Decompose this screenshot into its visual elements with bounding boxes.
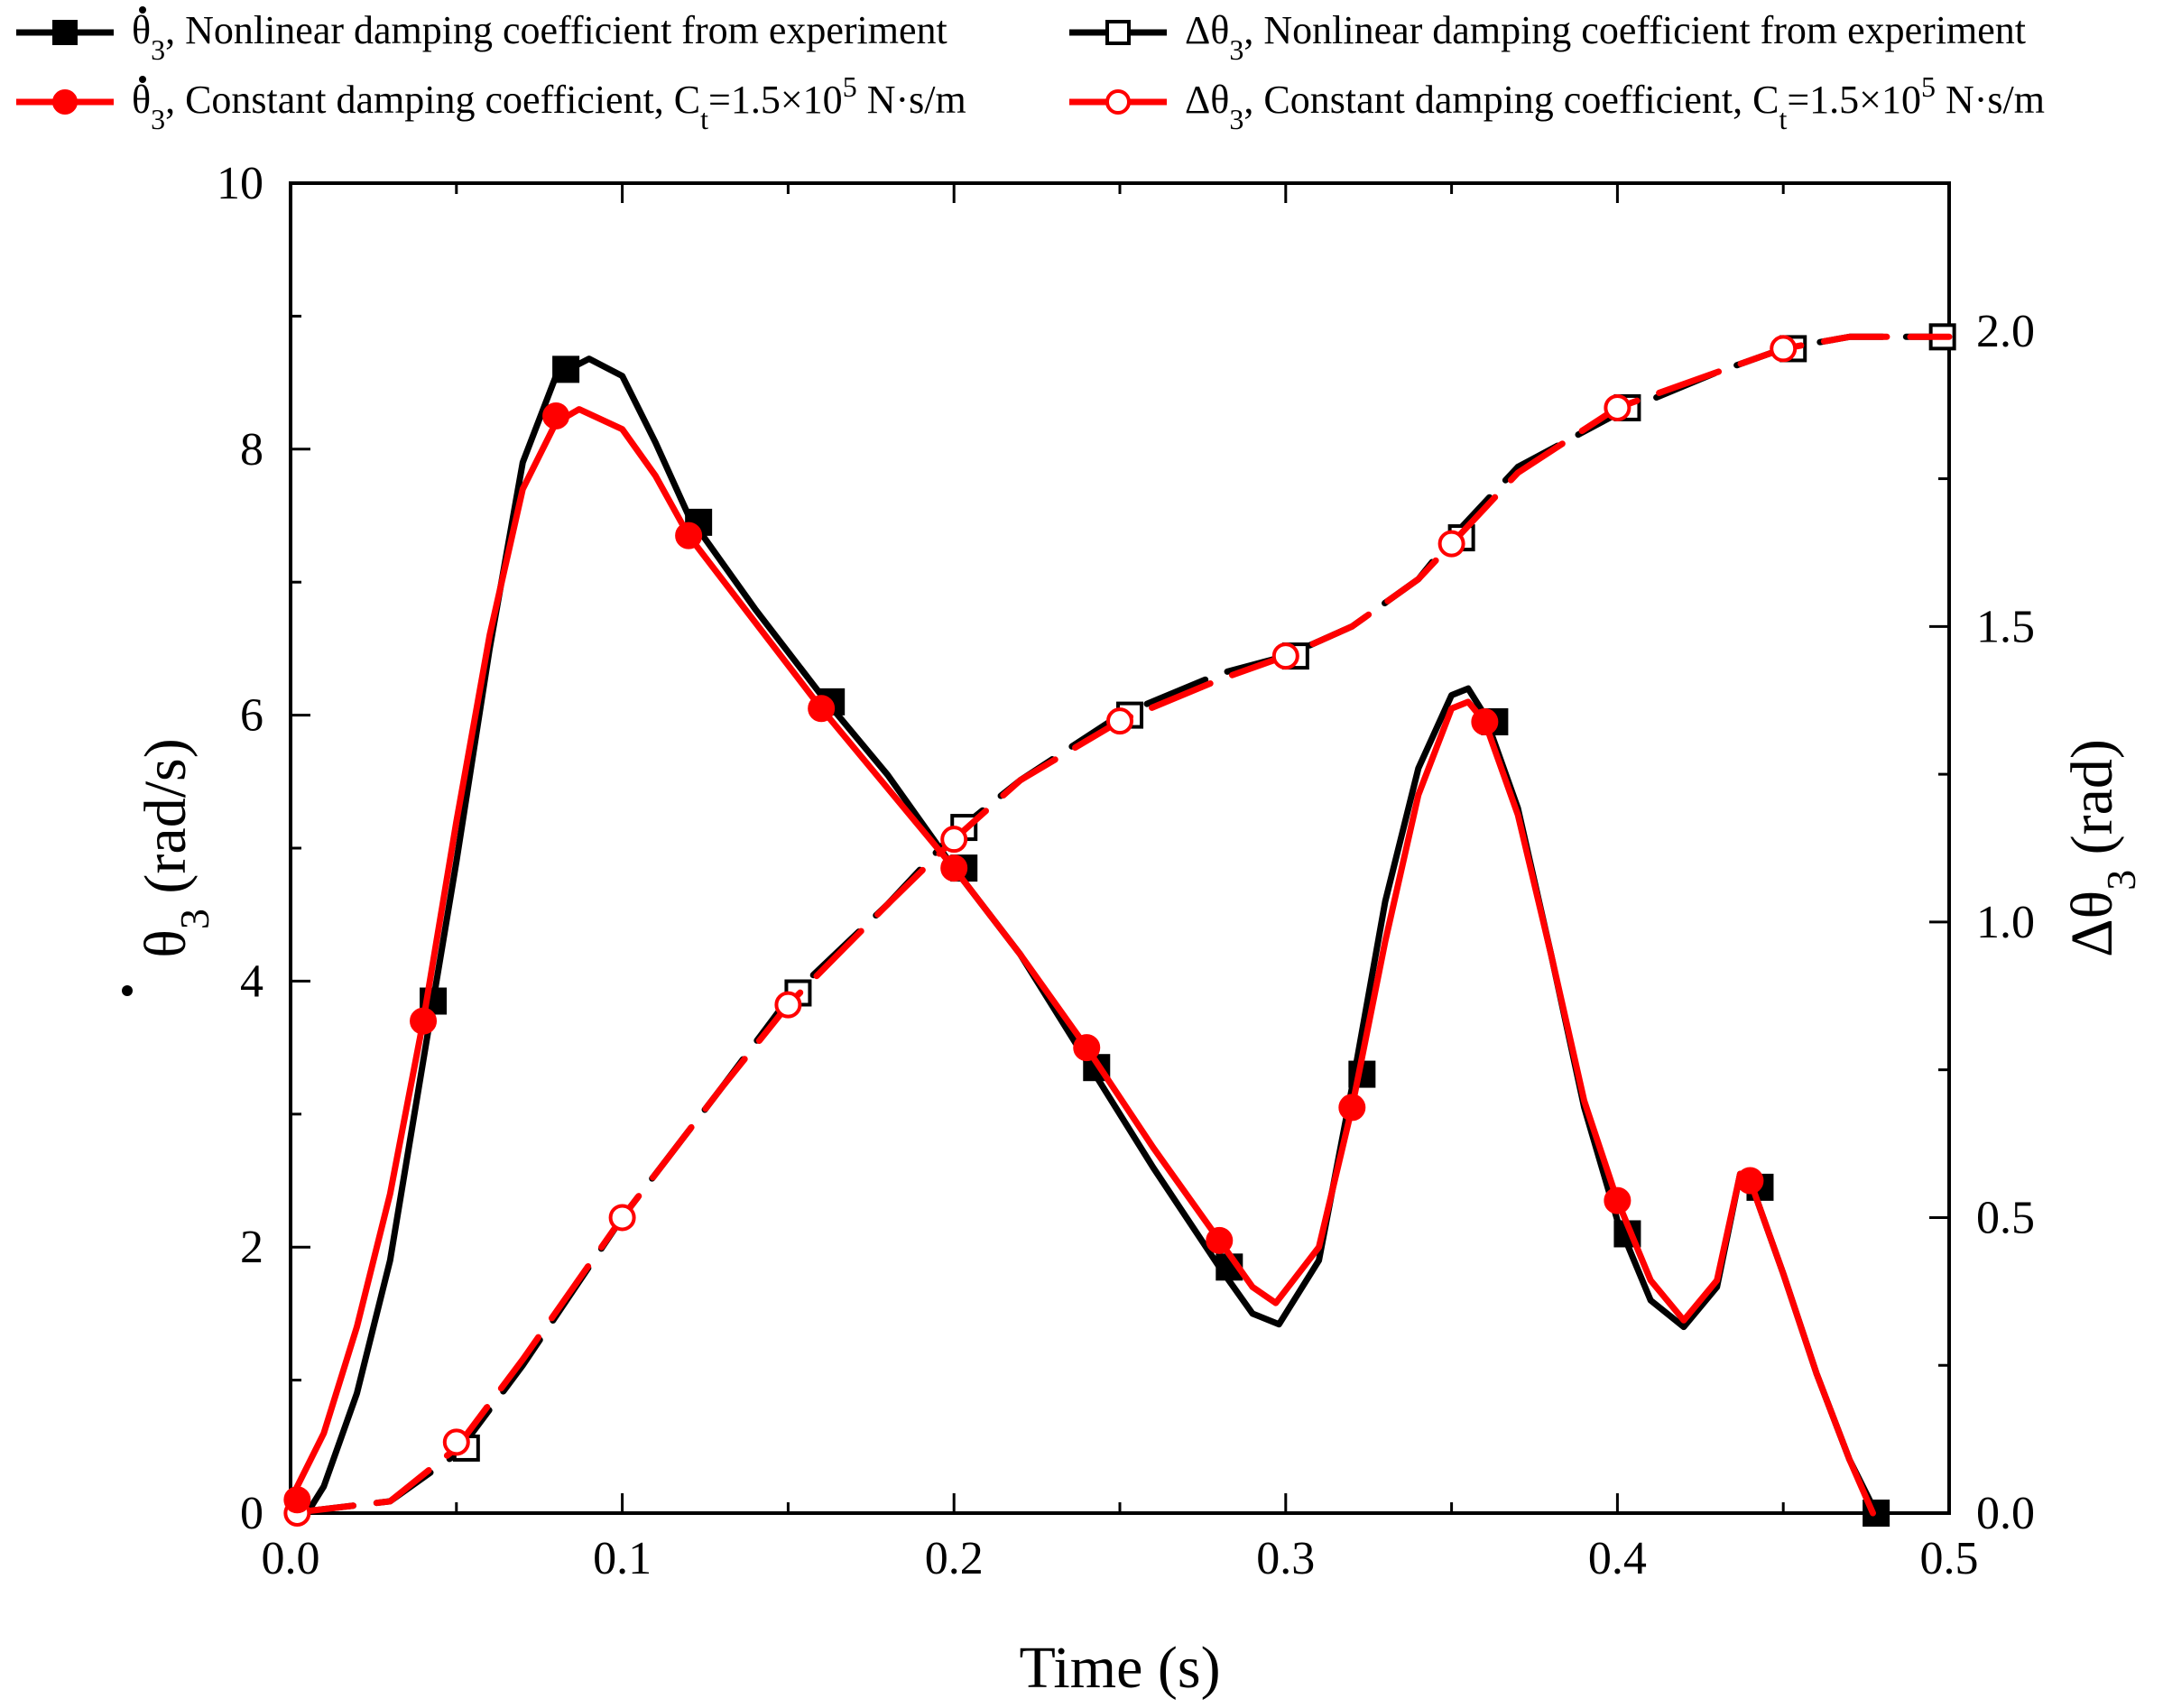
x-tick-label: 0.2: [925, 1533, 984, 1584]
legend-dot: [139, 6, 146, 14]
data-point-ang_const: [442, 1428, 470, 1456]
y-left-tick-label: 10: [217, 158, 263, 209]
legend-symbol: θ: [132, 8, 151, 52]
legend-label: θ3, Constant damping coefficient, Ct=1.5…: [132, 70, 966, 135]
data-point-ang_const: [608, 1204, 636, 1232]
data-point-ang_const: [1271, 642, 1299, 670]
x-tick-label: 0.0: [262, 1533, 320, 1584]
y-right-tick-label: 1.5: [1976, 601, 2035, 652]
legend-c-sub: t: [700, 103, 708, 135]
y-left-tick-label: 6: [240, 690, 263, 742]
y-right-title-unit: (rad): [2059, 739, 2125, 870]
data-point-vel_const: [1073, 1034, 1101, 1062]
data-point-ang_const: [774, 991, 802, 1019]
y-right-tick-label: 2.0: [1976, 306, 2035, 357]
y-right-tick-label: 1.0: [1976, 897, 2035, 948]
data-point-ang_const: [1770, 335, 1798, 363]
legend-eq: =1.5×10: [708, 78, 843, 122]
series-line-vel_exp: [287, 355, 1880, 1517]
legend-symbol: θ: [132, 78, 151, 122]
legend-sub: 3: [151, 103, 165, 135]
data-point-ang_const: [1437, 530, 1465, 558]
data-point-vel_const: [410, 1007, 438, 1035]
y-left-title-unit: (rad/s): [133, 738, 199, 909]
data-point-vel_exp: [1863, 1500, 1890, 1527]
x-tick-label: 0.5: [1920, 1533, 1979, 1584]
legend-eq: =1.5×10: [1787, 78, 1921, 122]
y-right-title-text: Δθ3 (rad): [2059, 739, 2144, 957]
legend-sub: 3: [1229, 103, 1243, 135]
legend-text: , Constant damping coefficient, C: [165, 78, 700, 122]
legend-unit: N·s/m: [857, 78, 966, 122]
data-point-vel_const: [542, 402, 570, 429]
data-point-vel_const: [1471, 707, 1499, 735]
legend-unit: N·s/m: [1936, 78, 2045, 122]
y-left-title-text: θ3 (rad/s): [133, 738, 217, 957]
y-right-title-symbol: Δθ: [2059, 891, 2125, 957]
y-left-title-symbol: θ: [133, 929, 199, 958]
legend-marker: [1105, 20, 1131, 45]
y-right-tick-label: 0.5: [1976, 1192, 2035, 1243]
legend-marker: [52, 89, 78, 115]
y-right-title-sub: 3: [2098, 870, 2144, 891]
y-left-tick-label: 2: [240, 1222, 263, 1273]
y-right-axis-title: Δθ3 (rad): [2059, 739, 2144, 957]
legend-sub: 3: [151, 33, 165, 66]
data-point-ang_const: [1106, 707, 1133, 735]
series-ang_const: [283, 333, 1953, 1527]
x-tick-label: 0.1: [593, 1533, 652, 1584]
legend-text: , Constant damping coefficient, C: [1243, 78, 1779, 122]
data-point-vel_const: [1206, 1226, 1234, 1254]
y-left-tick-label: 4: [240, 956, 263, 1007]
legend-label: Δθ3, Constant damping coefficient, Ct=1.…: [1185, 70, 2045, 135]
plot-area: 0.0 0.1 0.2 0.3 0.4 0.502468100.00.51.01.52.0…: [122, 158, 2144, 1701]
legend-label: θ3, Nonlinear damping coefficient from e…: [132, 8, 947, 66]
legend-entry: Δθ3, Nonlinear damping coefficient from …: [1069, 8, 2026, 66]
legend-entry: Δθ3, Constant damping coefficient, Ct=1.…: [1069, 70, 2045, 135]
data-point-ang_const: [1604, 393, 1631, 421]
data-point-vel_const: [1604, 1186, 1631, 1214]
data-point-vel_const: [808, 695, 836, 723]
legend-sub: 3: [1229, 33, 1243, 66]
legend-dot: [139, 76, 146, 83]
y-right-tick-label: 0.0: [1976, 1488, 2035, 1539]
y-left-title-sub: 3: [171, 909, 217, 929]
x-tick-label: 0.4: [1588, 1533, 1647, 1584]
y-left-tick-label: 0: [240, 1488, 263, 1539]
x-axis-title: Time (s): [1019, 1635, 1220, 1701]
data-point-ang_const: [940, 826, 968, 854]
y-left-title-dot: [122, 985, 133, 996]
legend-exp: 5: [843, 70, 857, 103]
legend-entry: θ3, Constant damping coefficient, Ct=1.5…: [16, 70, 966, 135]
series-vel_const: [283, 402, 1876, 1517]
legend-entry: θ3, Nonlinear damping coefficient from e…: [16, 6, 947, 66]
y-left-tick-label: 8: [240, 424, 263, 475]
legend-marker: [1105, 89, 1131, 115]
legend-text: , Nonlinear damping coefficient from exp…: [165, 8, 947, 52]
data-point-vel_const: [1338, 1094, 1366, 1122]
series-line-ang_const: [287, 333, 1953, 1517]
legend-exp: 5: [1921, 70, 1936, 103]
x-tick-label: 0.3: [1256, 1533, 1315, 1584]
legend-c-sub: t: [1779, 103, 1787, 135]
legend-symbol: Δθ: [1185, 78, 1229, 122]
y-left-axis-title: θ3 (rad/s): [122, 738, 217, 996]
data-point-vel_const: [675, 522, 703, 549]
legend: θ3, Nonlinear damping coefficient from e…: [16, 6, 2045, 135]
legend-text: , Nonlinear damping coefficient from exp…: [1243, 8, 2026, 52]
data-point-vel_const: [283, 1486, 311, 1514]
data-point-vel_exp: [552, 355, 580, 383]
legend-marker: [52, 20, 78, 45]
legend-symbol: Δθ: [1185, 8, 1229, 52]
legend-label: Δθ3, Nonlinear damping coefficient from …: [1185, 8, 2026, 66]
data-point-vel_const: [940, 854, 968, 882]
data-point-vel_const: [1736, 1167, 1764, 1195]
plot-frame: [289, 181, 1951, 1515]
series-line-vel_const: [287, 406, 1876, 1517]
